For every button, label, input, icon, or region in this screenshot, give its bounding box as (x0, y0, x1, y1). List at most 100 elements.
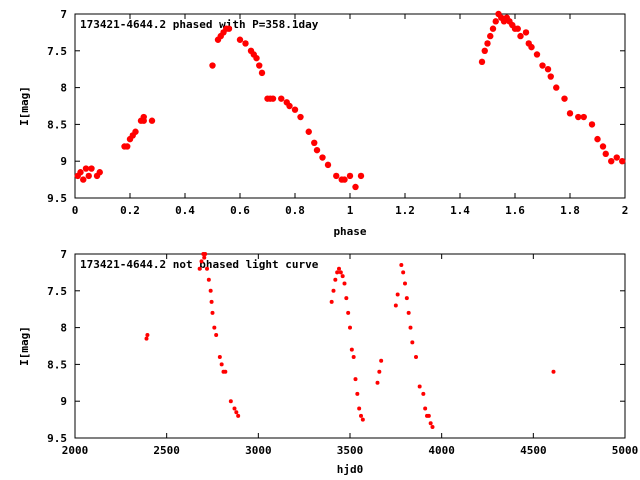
data-point (375, 380, 380, 385)
data-point (401, 270, 406, 275)
data-point (335, 270, 340, 275)
data-point (82, 165, 90, 172)
data-point (80, 176, 87, 183)
data-point (286, 102, 293, 110)
data-point (85, 172, 92, 180)
data-point (594, 135, 601, 143)
data-point (311, 139, 318, 146)
data-point (219, 362, 224, 367)
data-point (414, 355, 418, 360)
x-tick-label: 5000 (612, 444, 639, 457)
data-point (355, 391, 360, 396)
data-point (210, 310, 215, 315)
data-point (199, 259, 204, 264)
data-point (333, 172, 340, 180)
x-tick-label: 1 (347, 204, 354, 217)
data-point (337, 266, 341, 271)
data-point (517, 32, 524, 40)
x-axis-label: hjd0 (337, 463, 364, 476)
data-point (258, 69, 266, 77)
data-point (214, 332, 219, 337)
x-tick-label: 1.2 (395, 204, 415, 217)
y-tick-label: 9.5 (47, 192, 67, 205)
data-point (148, 117, 156, 124)
axis-ticks: 2000 2500 3000 3500 4000 4500 5000 7 7.5 8 8.5 9 9.5 (47, 248, 638, 457)
data-point (344, 296, 349, 301)
data-point (393, 303, 398, 308)
data-point (404, 296, 409, 301)
data-point (145, 332, 150, 337)
data-point (132, 128, 139, 135)
y-tick-label: 8.5 (47, 358, 67, 371)
data-point (203, 252, 208, 256)
data-point (342, 281, 347, 286)
y-tick-label: 8 (60, 322, 67, 335)
data-point (353, 377, 358, 382)
data-point (408, 325, 413, 330)
data-point (341, 176, 348, 183)
data-point (333, 277, 338, 282)
unphased-light-curve-panel: 173421-4644.2 not phased light curve hjd… (18, 248, 638, 476)
data-point (360, 417, 365, 422)
data-point (492, 18, 499, 25)
data-point (144, 336, 149, 341)
data-point (608, 158, 615, 165)
data-point (225, 25, 233, 32)
x-tick-label: 1.6 (505, 204, 525, 217)
data-point (619, 158, 626, 165)
data-point (575, 113, 582, 121)
axis-ticks: 0 0.2 0.4 0.6 0.8 1 1.2 1.4 1.6 1.8 2 7 7.5 8 8.5 9 9.5 (47, 8, 628, 217)
data-point (346, 172, 354, 180)
data-point (561, 95, 568, 102)
plot-frame (74, 13, 626, 199)
data-point (234, 410, 239, 415)
data-point (331, 288, 336, 293)
data-point (484, 40, 491, 47)
data-point (417, 384, 422, 389)
data-point (544, 66, 552, 73)
data-point (278, 95, 285, 102)
x-tick-label: 1.8 (560, 204, 580, 217)
data-point (599, 143, 607, 150)
data-point (217, 355, 222, 360)
x-tick-label: 0.4 (175, 204, 195, 217)
data-point (478, 58, 486, 66)
x-tick-label: 3000 (245, 444, 272, 457)
data-point (349, 347, 354, 352)
data-point (357, 406, 362, 411)
data-point (324, 161, 332, 169)
data-point (602, 150, 609, 158)
data-point (209, 62, 216, 69)
y-tick-label: 9 (60, 395, 67, 408)
data-point (553, 84, 560, 91)
data-point (352, 183, 359, 191)
data-point (319, 154, 326, 161)
x-tick-label: 2500 (153, 444, 180, 457)
data-points (144, 252, 556, 429)
data-point (428, 421, 433, 426)
x-tick-label: 1.4 (450, 204, 470, 217)
data-point (205, 266, 209, 271)
data-point (487, 32, 494, 40)
data-point (140, 113, 147, 121)
data-point (269, 95, 277, 102)
data-point (410, 340, 415, 345)
y-tick-label: 7.5 (47, 45, 67, 58)
data-point (291, 106, 299, 113)
data-point (77, 169, 84, 176)
data-point (305, 128, 312, 135)
x-tick-label: 3500 (337, 444, 364, 457)
y-axis-label: I[mag] (18, 326, 31, 366)
data-point (228, 399, 233, 404)
y-tick-label: 7 (60, 248, 67, 261)
data-point (223, 369, 228, 374)
data-point (340, 274, 345, 279)
x-tick-label: 2 (622, 204, 629, 217)
data-point (202, 255, 207, 260)
data-point (395, 292, 400, 297)
data-point (359, 413, 363, 418)
data-point (528, 43, 535, 51)
data-point (539, 62, 546, 69)
x-tick-label: 0 (72, 204, 79, 217)
